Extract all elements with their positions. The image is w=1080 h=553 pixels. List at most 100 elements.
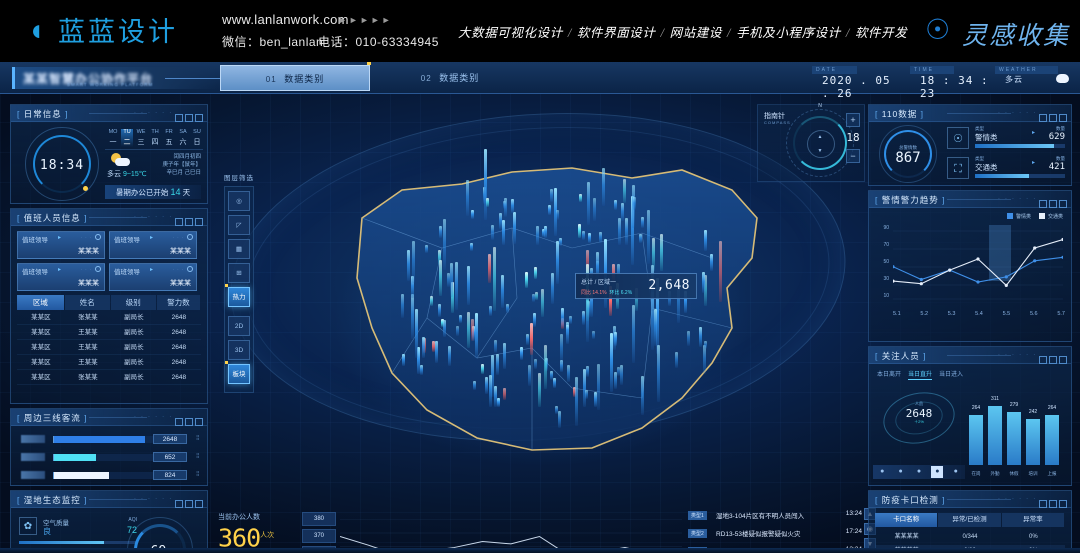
heat-icon[interactable]: 热力 bbox=[225, 284, 250, 307]
expand-icon[interactable] bbox=[195, 218, 203, 226]
layer-button-group[interactable]: ◎ ◸ ▦ ⊞ 热力 2D 3D 板块 bbox=[224, 186, 254, 393]
table-row[interactable]: 某某区 王某某 副局长 2648 bbox=[17, 325, 201, 340]
duty-card[interactable]: 值班领导 ▸ · · · 某某某 bbox=[109, 231, 197, 259]
legend-item[interactable]: 警情类 bbox=[1006, 213, 1031, 220]
chevron-right-icon[interactable]: ▸ bbox=[1031, 160, 1035, 166]
mode-2d[interactable]: 2D bbox=[228, 316, 250, 336]
column-header[interactable]: 级别 bbox=[110, 295, 156, 310]
duty-card[interactable]: 值班领导 ▸ · · · 某某某 bbox=[17, 231, 105, 259]
focus-icon-bar[interactable]: ● ● ● ● ● bbox=[873, 465, 965, 479]
table-row[interactable]: 某某某某 0/344 0% bbox=[875, 531, 1065, 544]
maximize-icon[interactable] bbox=[1049, 200, 1057, 208]
layers-icon[interactable]: ● bbox=[953, 468, 958, 475]
weekday-cell[interactable]: TH 四 bbox=[151, 129, 159, 146]
weekday-cell[interactable]: WE 三 bbox=[136, 129, 146, 146]
table-row[interactable]: 某某区 王某某 副局长 2648 bbox=[17, 355, 201, 370]
expand-icon[interactable] bbox=[1059, 356, 1067, 364]
weekday-cell[interactable]: FR 五 bbox=[165, 129, 173, 146]
mode-3d[interactable]: 3D bbox=[228, 340, 250, 360]
duty-card[interactable]: 值班领导 ▸ · · · 某某某 bbox=[109, 263, 197, 291]
pan-up-icon[interactable]: ▲ bbox=[817, 134, 823, 140]
mode-block[interactable]: 板块 bbox=[225, 361, 250, 384]
expand-icon[interactable] bbox=[195, 418, 203, 426]
panel-window-buttons[interactable] bbox=[1037, 495, 1067, 513]
maximize-icon[interactable] bbox=[1049, 500, 1057, 508]
tab-data-category-1[interactable]: 01 数据类别 bbox=[220, 62, 371, 91]
pen-icon[interactable]: ● bbox=[898, 468, 903, 475]
expand-icon[interactable] bbox=[195, 114, 203, 122]
expand-icon[interactable] bbox=[195, 500, 203, 508]
column-header[interactable]: 区域 bbox=[17, 295, 64, 310]
column-header[interactable]: 警力数 bbox=[156, 295, 200, 310]
building-icon[interactable]: ▦ bbox=[228, 239, 250, 259]
bar-column[interactable]: 311 外勤 bbox=[988, 396, 1002, 476]
expand-icon[interactable] bbox=[1059, 200, 1067, 208]
map-layer-toolbar[interactable]: 图层筛选 ◎ ◸ ▦ ⊞ 热力 2D 3D 板块 bbox=[224, 172, 254, 393]
table-row[interactable]: 某某区 张某某 副局长 2648 bbox=[17, 310, 201, 325]
column-header[interactable]: 异常率 bbox=[1001, 513, 1064, 527]
panel-window-buttons[interactable] bbox=[1037, 195, 1067, 213]
column-header[interactable]: 异常/已检测 bbox=[938, 513, 1001, 527]
weekday-cell[interactable]: SA 六 bbox=[179, 129, 187, 146]
column-header[interactable]: 卡口名称 bbox=[875, 513, 938, 527]
panel-window-buttons[interactable] bbox=[173, 495, 203, 513]
legend-item[interactable]: 交通类 bbox=[1038, 213, 1063, 220]
duty-card[interactable]: 值班领导 ▸ · · · 某某某 bbox=[17, 263, 105, 291]
maximize-icon[interactable] bbox=[1049, 356, 1057, 364]
column-header[interactable]: 姓名 bbox=[64, 295, 110, 310]
close-icon[interactable] bbox=[95, 234, 101, 240]
map-stage[interactable]: 图层筛选 ◎ ◸ ▦ ⊞ 热力 2D 3D 板块 总计 / 区域一 2,648 同比 14.1… bbox=[212, 92, 865, 506]
panel-window-buttons[interactable] bbox=[173, 109, 203, 127]
panel-window-buttons[interactable] bbox=[1037, 351, 1067, 369]
pan-down-icon[interactable]: ▼ bbox=[817, 148, 823, 154]
minimize-icon[interactable] bbox=[1039, 114, 1047, 122]
chevron-right-icon[interactable]: ▸ bbox=[1031, 130, 1035, 136]
bar-column[interactable]: 264 上报 bbox=[1045, 405, 1059, 476]
target-icon[interactable]: ● bbox=[916, 468, 922, 475]
focus-tab[interactable]: 当日进入 bbox=[939, 372, 964, 378]
minimize-icon[interactable] bbox=[175, 500, 183, 508]
minimize-icon[interactable] bbox=[175, 418, 183, 426]
close-icon[interactable] bbox=[95, 266, 101, 272]
panel-window-buttons[interactable] bbox=[173, 213, 203, 231]
zoom-controls[interactable]: + 18 − bbox=[846, 113, 860, 166]
table-row[interactable]: 某某区 王某某 副局长 2648 bbox=[17, 340, 201, 355]
person-icon[interactable]: ● bbox=[931, 466, 944, 478]
alert-list[interactable]: 类型1 湿地3-104片区有不明人员闯入 13:24 类型2 RD13-53楼疑… bbox=[688, 508, 862, 553]
alert-row[interactable]: 类型2 RD13-53楼疑似报警疑似火灾 17:24 bbox=[688, 526, 862, 541]
maximize-icon[interactable] bbox=[1049, 114, 1057, 122]
route-icon[interactable]: ◸ bbox=[228, 215, 250, 235]
focus-tabs[interactable]: 本日离开 当日直升 当日进入 bbox=[877, 369, 970, 380]
expand-icon[interactable] bbox=[1059, 114, 1067, 122]
cloud-icon[interactable]: ● bbox=[880, 468, 885, 475]
weekday-cell[interactable]: MO 一 bbox=[108, 129, 118, 146]
zoom-in-button[interactable]: + bbox=[846, 113, 860, 127]
minimize-icon[interactable] bbox=[1039, 500, 1047, 508]
alert-row[interactable]: 类型1 湿地3-104片区有不明人员闯入 13:24 bbox=[688, 508, 862, 523]
focus-tab[interactable]: 本日离开 bbox=[877, 372, 902, 378]
minimize-icon[interactable] bbox=[1039, 356, 1047, 364]
maximize-icon[interactable] bbox=[185, 218, 193, 226]
panel-window-buttons[interactable] bbox=[173, 413, 203, 431]
location-icon[interactable]: ◎ bbox=[228, 191, 250, 211]
maximize-icon[interactable] bbox=[185, 418, 193, 426]
maximize-icon[interactable] bbox=[185, 500, 193, 508]
panel-window-buttons[interactable] bbox=[1037, 109, 1067, 127]
grid-icon[interactable]: ⊞ bbox=[228, 263, 250, 283]
focus-tab[interactable]: 当日直升 bbox=[908, 372, 933, 380]
minimize-icon[interactable] bbox=[175, 218, 183, 226]
minimize-icon[interactable] bbox=[1039, 200, 1047, 208]
zoom-out-button[interactable]: − bbox=[846, 149, 860, 163]
bar-column[interactable]: 264 在岗 bbox=[969, 405, 983, 476]
close-icon[interactable] bbox=[187, 266, 193, 272]
website-url[interactable]: www.lanlanwork.com bbox=[222, 12, 349, 27]
tab-data-category-2[interactable]: 02 数据类别 bbox=[375, 65, 525, 91]
compass-dial[interactable]: N ▲ ▼ bbox=[786, 103, 854, 177]
table-row[interactable]: 某某区 张某某 副局长 2648 bbox=[17, 370, 201, 385]
minimize-icon[interactable] bbox=[175, 114, 183, 122]
bar-column[interactable]: 279 休假 bbox=[1007, 402, 1021, 476]
weekday-cell[interactable]: TU 二 bbox=[121, 129, 133, 147]
bar-column[interactable]: 242 培训 bbox=[1026, 409, 1040, 476]
close-icon[interactable] bbox=[187, 234, 193, 240]
maximize-icon[interactable] bbox=[185, 114, 193, 122]
